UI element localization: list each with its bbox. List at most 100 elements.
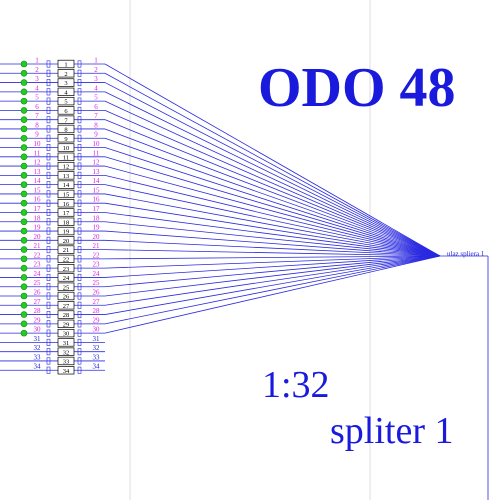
connection-dot xyxy=(20,162,28,170)
port-number-left: 10 xyxy=(34,140,42,148)
connector-tick xyxy=(77,273,82,281)
connector-tick xyxy=(77,218,82,226)
port-box-number: 20 xyxy=(63,238,70,245)
port-number-right: 33 xyxy=(93,353,101,361)
connector-tick xyxy=(46,292,51,300)
port-number-right: 28 xyxy=(93,307,101,315)
connection-dot xyxy=(20,329,28,337)
port-box-number: 17 xyxy=(63,210,70,217)
connector-tick xyxy=(46,227,51,235)
port-number-right: 30 xyxy=(93,326,101,334)
connector-tick xyxy=(77,283,82,291)
connector-tick xyxy=(46,106,51,114)
port-number-right: 12 xyxy=(93,159,101,167)
port-box-number: 12 xyxy=(63,164,70,171)
connection-dot xyxy=(20,311,28,318)
connection-dot xyxy=(20,134,28,142)
port-number-right: 2 xyxy=(94,66,98,74)
connector-tick xyxy=(77,329,82,337)
splitter-fiber xyxy=(104,91,441,257)
port-box xyxy=(57,356,75,366)
port-number-left: 14 xyxy=(34,177,42,185)
port-box-number: 1 xyxy=(64,62,67,69)
port-box-number: 34 xyxy=(63,368,70,375)
port-number-left: 9 xyxy=(35,131,39,139)
port-box xyxy=(57,291,75,301)
port-box xyxy=(57,338,75,347)
port-number-left: 19 xyxy=(34,224,42,232)
port-number-right: 8 xyxy=(94,121,98,129)
port-number-left: 27 xyxy=(34,298,42,306)
port-box-number: 6 xyxy=(64,108,68,115)
port-number-right: 17 xyxy=(93,205,101,213)
port-number-right: 11 xyxy=(93,149,100,157)
splitter-fiber xyxy=(104,230,441,257)
splitter-fiber xyxy=(104,249,441,257)
port-number-right: 29 xyxy=(93,316,101,324)
connection-dot xyxy=(20,227,28,235)
splitter-fiber xyxy=(104,255,441,334)
port-box-number: 14 xyxy=(63,182,70,189)
connector-tick xyxy=(77,292,82,300)
connector-tick xyxy=(77,357,82,365)
splitter-fiber xyxy=(104,202,441,257)
connector-tick xyxy=(46,255,51,263)
connector-tick xyxy=(77,97,82,105)
splitter-fiber xyxy=(104,82,441,257)
port-number-left: 18 xyxy=(34,214,42,222)
port-box-number: 21 xyxy=(63,247,70,254)
port-box xyxy=(57,106,75,115)
connector-tick xyxy=(46,144,51,152)
splitter-fiber xyxy=(104,63,441,257)
port-number-left: 22 xyxy=(34,251,42,259)
port-number-right: 23 xyxy=(93,261,101,269)
splitter-fiber xyxy=(104,119,441,257)
port-number-left: 21 xyxy=(34,242,42,250)
connector-tick xyxy=(77,348,82,356)
splitter-fiber xyxy=(104,255,441,306)
connector-tick xyxy=(77,153,82,161)
port-number-right: 32 xyxy=(93,344,101,352)
connector-tick xyxy=(46,218,51,226)
connection-dot xyxy=(20,125,28,133)
connector-tick xyxy=(77,255,82,263)
connector-tick xyxy=(46,116,51,124)
splitter-fiber xyxy=(104,255,441,288)
connector-tick xyxy=(46,162,51,170)
odf-title: ODO 48 xyxy=(258,57,456,119)
connector-tick xyxy=(77,246,82,254)
connection-dot xyxy=(20,172,28,179)
port-number-left: 34 xyxy=(34,363,42,371)
port-box-number: 24 xyxy=(63,275,70,282)
connector-tick xyxy=(46,60,51,68)
connection-dot xyxy=(20,218,28,226)
connector-tick xyxy=(77,162,82,170)
port-box-number: 11 xyxy=(63,154,69,161)
splitter-fiber xyxy=(104,72,441,257)
connection-dot xyxy=(20,97,28,105)
splitter-fiber xyxy=(104,100,441,257)
connector-tick xyxy=(77,125,82,133)
connector-tick xyxy=(77,264,82,272)
port-number-left: 2 xyxy=(35,66,39,74)
connector-tick xyxy=(77,116,82,124)
splitter-fiber xyxy=(104,221,441,257)
port-box-number: 19 xyxy=(63,229,70,236)
connection-dot xyxy=(20,181,28,188)
port-box xyxy=(57,208,75,217)
connection-dot xyxy=(20,274,28,281)
port-number-left: 1 xyxy=(35,57,39,65)
connector-tick xyxy=(77,106,82,114)
split-ratio-label: 1:32 xyxy=(262,364,330,406)
port-box xyxy=(57,143,75,152)
connector-tick xyxy=(46,190,51,198)
port-number-right: 31 xyxy=(93,335,101,343)
connection-dot xyxy=(20,153,28,161)
splitter-fiber xyxy=(104,255,441,297)
connector-tick xyxy=(46,320,51,328)
connection-dot xyxy=(20,144,28,151)
port-box-number: 26 xyxy=(63,294,70,301)
port-box-number: 28 xyxy=(63,312,70,319)
connector-tick xyxy=(46,199,51,207)
